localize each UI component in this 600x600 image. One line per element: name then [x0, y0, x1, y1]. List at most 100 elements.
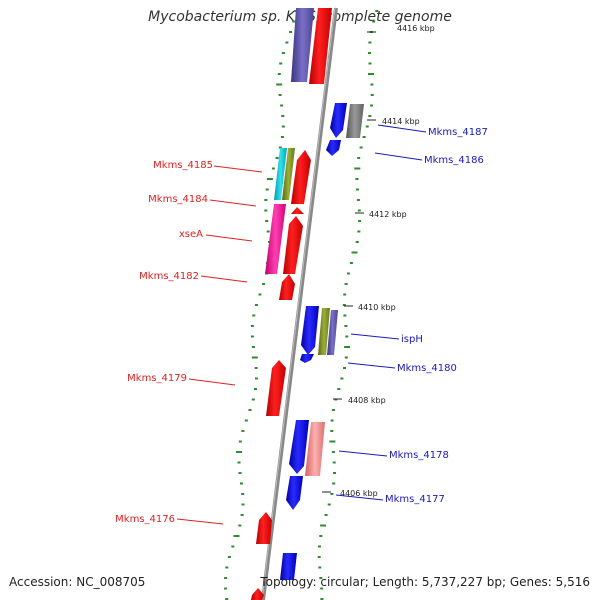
gc-dot	[233, 535, 240, 537]
gc-dot	[343, 367, 346, 369]
label-mkms-4180: Mkms_4180	[397, 363, 457, 374]
gc-dot	[238, 440, 242, 443]
gc-dot	[333, 472, 336, 474]
gc-dot	[368, 115, 372, 117]
leader-mkms-4186	[374, 152, 423, 161]
gene-mkms-4176	[256, 512, 272, 544]
gc-dot	[225, 598, 229, 600]
gc-dot	[251, 356, 258, 359]
leader-mkms-4179	[188, 378, 236, 386]
gc-dot	[264, 199, 268, 201]
gc-dot	[281, 52, 285, 54]
gc-dot	[355, 241, 359, 243]
gc-dot	[330, 493, 334, 495]
tick-labels: 4416 kbp 4414 kbp 4412 kbp 4410 kbp 4408…	[340, 24, 435, 498]
gc-dot	[265, 188, 269, 191]
tick-label-4412: 4412 kbp	[369, 210, 407, 219]
gene-ispH	[301, 306, 319, 355]
gc-dot	[276, 83, 283, 86]
gc-dot	[280, 104, 284, 107]
genome-summary-text: Topology: circular; Length: 5,737,227 bp…	[260, 575, 590, 589]
gc-dot	[262, 283, 266, 285]
gc-dot	[344, 325, 348, 327]
gc-dot	[362, 136, 366, 138]
gc-dot	[355, 188, 359, 191]
gc-dot	[358, 220, 362, 222]
gc-dot	[317, 556, 321, 558]
gc-dot	[238, 524, 242, 527]
label-mkms-4176: Mkms_4176	[115, 514, 175, 525]
gc-dot	[254, 377, 258, 380]
leader-mkms-4180	[347, 362, 396, 369]
gc-dot	[250, 335, 254, 338]
gc-skew-dots	[224, 10, 379, 600]
gc-dot	[324, 514, 328, 516]
gc-dot	[340, 377, 344, 380]
gc-dot	[224, 577, 228, 579]
gene-block-cyan	[274, 148, 287, 200]
gc-dot	[277, 73, 281, 75]
gene-mkms-4177	[286, 476, 303, 510]
gc-dot	[359, 146, 363, 149]
gc-dot	[346, 272, 350, 275]
gc-dot	[375, 10, 379, 12]
gene-mkms-4185	[291, 150, 311, 204]
gene-mkms-4179	[266, 360, 286, 416]
gc-dot	[271, 167, 275, 170]
gc-dot	[265, 220, 269, 222]
gc-dot	[372, 20, 376, 23]
gene-block-pink	[305, 422, 325, 476]
gc-dot	[241, 430, 245, 432]
forward-strand-genes	[251, 8, 332, 600]
leader-mkms-4177	[335, 494, 384, 501]
gc-dot	[370, 94, 374, 96]
gc-dot	[236, 451, 242, 453]
label-mkms-4185: Mkms_4185	[153, 160, 213, 171]
gc-dot	[318, 566, 322, 569]
gc-dot	[250, 325, 254, 327]
gc-dot	[227, 556, 231, 558]
gc-dot	[285, 41, 289, 44]
gc-dot	[344, 356, 348, 359]
tick-label-4410: 4410 kbp	[358, 303, 396, 312]
gc-dot	[370, 83, 374, 86]
gc-dot	[281, 125, 285, 128]
gc-dot	[254, 388, 257, 390]
gc-dot	[332, 482, 336, 485]
gene-mkms-4178	[289, 420, 309, 474]
tick-label-4408: 4408 kbp	[348, 396, 386, 405]
label-mkms-4179: Mkms_4179	[127, 373, 187, 384]
gene-xsea	[283, 216, 303, 274]
gc-dot	[368, 52, 371, 54]
gc-dot	[251, 346, 255, 348]
gc-dot	[278, 94, 282, 96]
gc-dot	[356, 199, 360, 201]
gc-dot	[279, 62, 283, 65]
gc-dot	[343, 314, 347, 317]
gc-dot	[266, 178, 273, 180]
leader-mkms-4187	[377, 124, 427, 133]
gene-mkms-4184	[291, 207, 304, 214]
label-mkms-4177: Mkms_4177	[385, 494, 445, 505]
gc-dot	[275, 157, 279, 159]
gc-dot	[365, 125, 369, 128]
gc-dot	[318, 545, 321, 548]
gc-dot	[332, 461, 336, 464]
gc-dot	[244, 419, 248, 422]
leader-xsea	[205, 234, 253, 242]
gc-dot	[254, 367, 258, 369]
gc-dot	[337, 388, 341, 390]
gc-dot	[254, 304, 258, 306]
gc-dot	[258, 293, 262, 296]
gc-dot	[320, 598, 324, 600]
gc-dot	[357, 230, 361, 233]
gc-dot	[238, 472, 242, 474]
gc-dot	[280, 136, 284, 138]
gc-dot	[231, 545, 235, 548]
gene-block-magenta	[265, 204, 286, 274]
gc-dot	[343, 293, 347, 296]
gc-dot	[368, 73, 374, 75]
gc-dot	[357, 209, 361, 212]
gc-dot	[225, 566, 229, 569]
